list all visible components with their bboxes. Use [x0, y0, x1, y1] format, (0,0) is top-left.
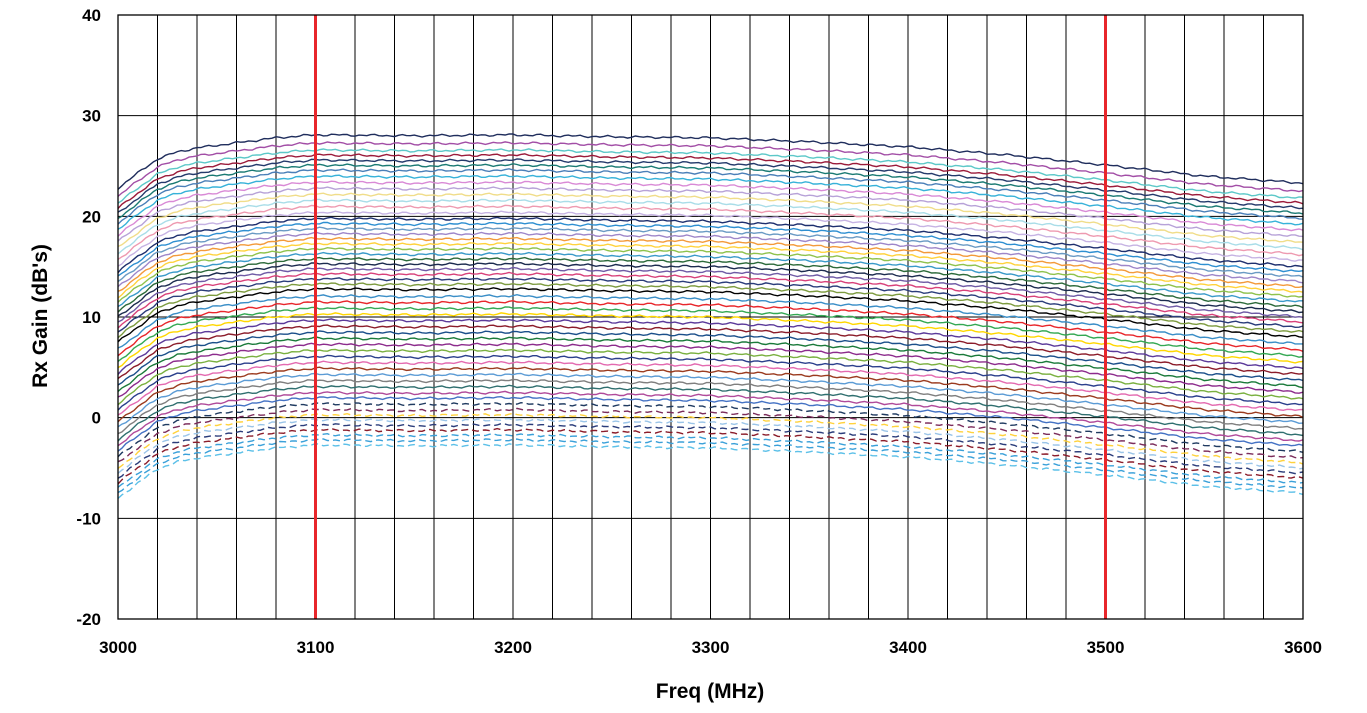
x-tick-label: 3100 [297, 638, 335, 657]
y-tick-label: -10 [76, 509, 101, 528]
marker-lines [314, 15, 1107, 619]
x-tick-label: 3500 [1087, 638, 1125, 657]
y-tick-label: 10 [82, 308, 101, 327]
x-axis-label: Freq (MHz) [656, 680, 765, 703]
x-tick-label: 3600 [1284, 638, 1322, 657]
x-tick-label: 3000 [99, 638, 137, 657]
y-tick-label: 40 [82, 6, 101, 25]
y-axis-ticks: -20 -10 0 10 20 30 40 [76, 6, 101, 629]
x-tick-label: 3400 [889, 638, 927, 657]
y-axis-label: Rx Gain (dB's) [29, 244, 52, 388]
x-tick-label: 3300 [692, 638, 730, 657]
y-tick-label: -20 [76, 610, 101, 629]
y-tick-label: 0 [92, 409, 101, 428]
plot-area-frame [117, 14, 1304, 620]
x-axis-ticks: 3000 3100 3200 3300 3400 3500 3600 [99, 638, 1322, 657]
y-tick-label: 30 [82, 107, 101, 126]
y-tick-label: 20 [82, 207, 101, 226]
x-tick-label: 3200 [494, 638, 532, 657]
